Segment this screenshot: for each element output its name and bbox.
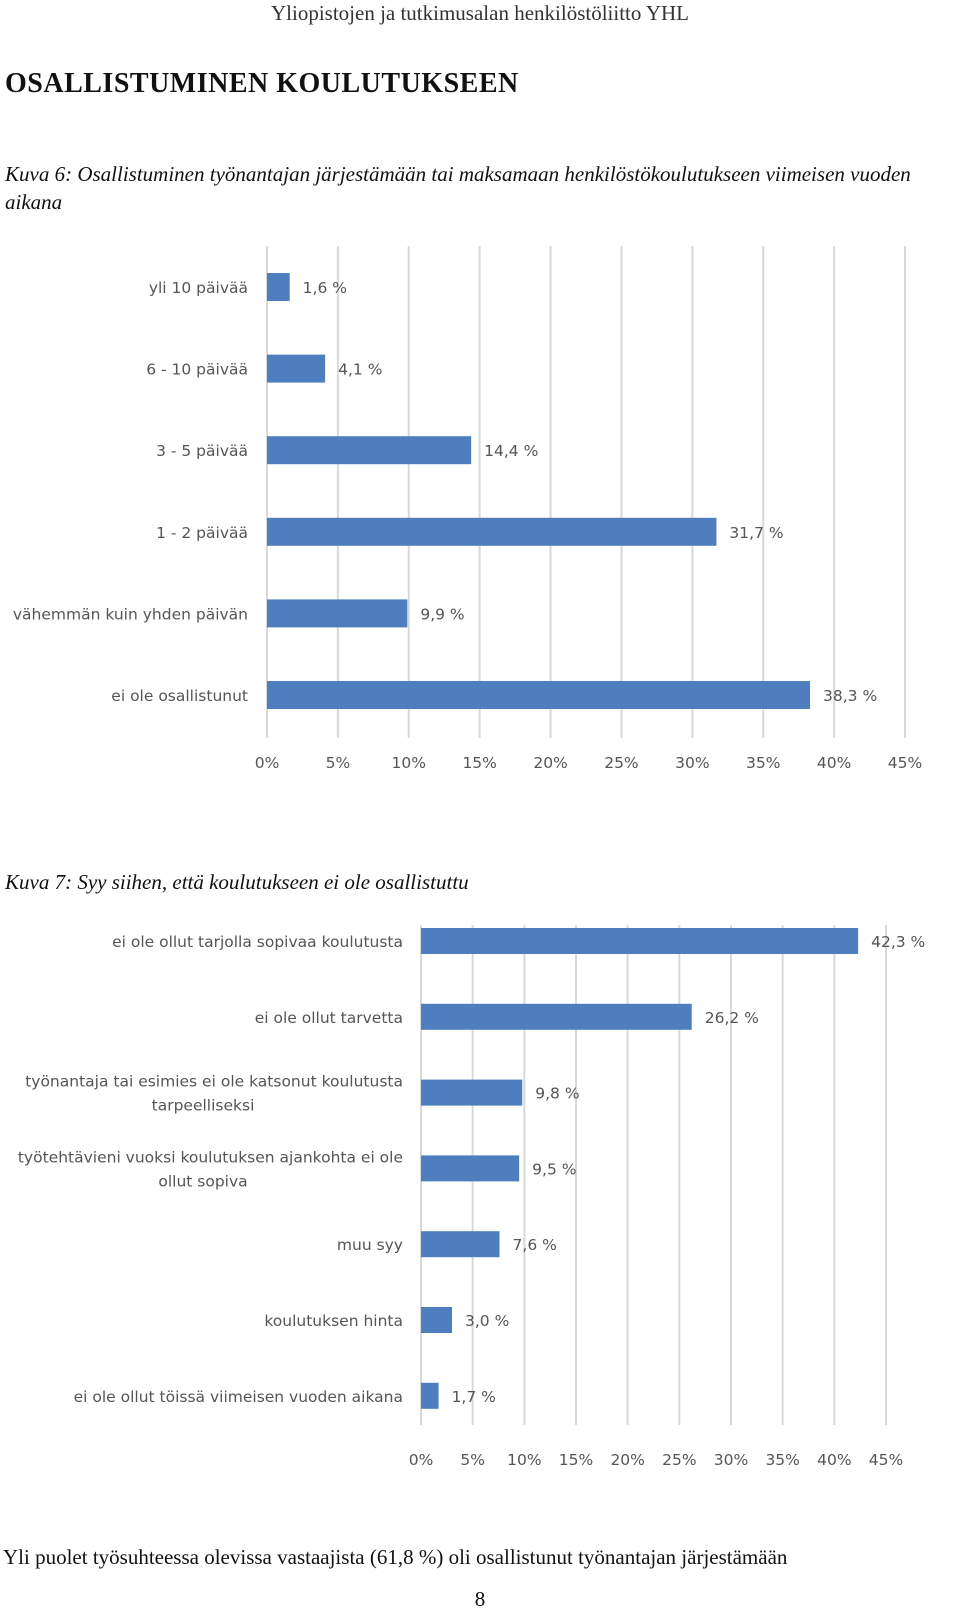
- chart2-x-tick-label: 10%: [507, 1451, 541, 1469]
- chart2-value-label: 9,5 %: [532, 1160, 576, 1178]
- chart2-category-label: työnantaja tai esimies ei ole katsonut k…: [25, 1073, 403, 1091]
- chart2-reasons: 0% 5% 10% 15% 20% 25% 30% 35% 40% 45% 42,3 % ei ole…: [18, 925, 925, 1469]
- chart1-value-label: 38,3 %: [823, 687, 877, 705]
- chart2-category-label: koulutuksen hinta: [264, 1312, 403, 1330]
- chart1-bar: [267, 681, 811, 709]
- chart1-x-tick-label: 20%: [533, 754, 567, 772]
- body-text: Yli puolet työsuhteessa olevissa vastaaj…: [3, 1545, 788, 1569]
- chart2-x-tick-label: 45%: [869, 1451, 903, 1469]
- chart1-x-tick-label: 5%: [326, 754, 351, 772]
- chart2-category-label: muu syy: [337, 1236, 403, 1254]
- chart1-bar: [267, 273, 290, 301]
- chart1-category-label: ei ole osallistunut: [111, 687, 248, 705]
- chart2-bar: [421, 1231, 500, 1258]
- chart1-value-label: 31,7 %: [729, 524, 783, 542]
- chart2-x-tick-label: 15%: [559, 1451, 593, 1469]
- chart2-value-label: 1,7 %: [452, 1388, 496, 1406]
- chart2-bar: [421, 928, 859, 954]
- chart1-value-label: 9,9 %: [420, 605, 464, 623]
- chart1-category-label: 3 - 5 päivää: [156, 442, 248, 460]
- chart2-bar: [421, 1003, 692, 1030]
- chart1-x-tick-label: 25%: [604, 754, 638, 772]
- chart1-caption: Kuva 6: Osallistuminen työnantajan järje…: [5, 162, 911, 214]
- section-title: OSALLISTUMINEN KOULUTUKSEEN: [5, 68, 519, 99]
- chart1-value-label: 1,6 %: [303, 279, 347, 297]
- chart2-caption: Kuva 7: Syy siihen, että koulutukseen ei…: [5, 870, 469, 894]
- chart1-gridlines: [266, 246, 906, 738]
- chart1-x-tick-label: 40%: [817, 754, 851, 772]
- chart1-category-label: 1 - 2 päivää: [156, 524, 248, 542]
- chart2-category-label: ei ole ollut tarjolla sopivaa koulutusta: [112, 933, 403, 951]
- chart2-x-tick-label: 35%: [765, 1451, 799, 1469]
- chart1-bar: [267, 436, 472, 465]
- chart1-x-tick-label: 0%: [255, 754, 280, 772]
- page-header: Yliopistojen ja tutkimusalan henkilöstöl…: [270, 1, 690, 25]
- chart1-category-label: 6 - 10 päivää: [146, 361, 248, 379]
- chart1-x-tick-label: 10%: [392, 754, 426, 772]
- chart2-value-label: 42,3 %: [871, 933, 925, 951]
- chart1-bar: [267, 517, 717, 546]
- chart2-bar: [421, 1382, 439, 1409]
- chart1-bar: [267, 354, 326, 383]
- chart2-x-tick-label: 25%: [662, 1451, 696, 1469]
- chart2-value-label: 3,0 %: [465, 1312, 509, 1330]
- chart2-value-label: 26,2 %: [705, 1009, 759, 1027]
- chart2-bar: [421, 1307, 452, 1333]
- chart2-category-label: ollut sopiva: [158, 1172, 247, 1190]
- chart1-category-label: yli 10 päivää: [149, 279, 248, 297]
- chart2-bar: [421, 1155, 520, 1182]
- chart2-x-tick-label: 0%: [409, 1451, 434, 1469]
- chart1-category-label: vähemmän kuin yhden päivän: [13, 605, 248, 623]
- chart2-x-tick-label: 30%: [714, 1451, 748, 1469]
- chart2-value-label: 9,8 %: [535, 1085, 579, 1103]
- page-number: 8: [474, 1587, 486, 1611]
- chart2-category-label: tarpeelliseksi: [152, 1097, 255, 1115]
- chart1-x-tick-label: 35%: [746, 754, 780, 772]
- chart1-value-label: 4,1 %: [338, 361, 382, 379]
- chart2-x-tick-label: 5%: [460, 1451, 485, 1469]
- chart1-value-label: 14,4 %: [484, 442, 538, 460]
- chart2-x-tick-label: 40%: [817, 1451, 851, 1469]
- chart1-participation: 0% 5% 10% 15% 20% 25% 30% 35% 40% 45% 1,6 % yli 10 …: [13, 246, 922, 772]
- chart2-x-tick-label: 20%: [610, 1451, 644, 1469]
- chart2-category-label: ei ole ollut tarvetta: [255, 1009, 403, 1027]
- chart2-category-label: ei ole ollut töissä viimeisen vuoden aik…: [74, 1388, 403, 1406]
- chart1-bar: [267, 599, 408, 628]
- chart1-x-tick-label: 30%: [675, 754, 709, 772]
- chart1-x-tick-label: 15%: [462, 754, 496, 772]
- chart2-category-label: työtehtävieni vuoksi koulutuksen ajankoh…: [18, 1148, 403, 1166]
- chart2-value-label: 7,6 %: [513, 1236, 557, 1254]
- chart2-bar: [421, 1079, 523, 1106]
- chart1-x-tick-label: 45%: [888, 754, 922, 772]
